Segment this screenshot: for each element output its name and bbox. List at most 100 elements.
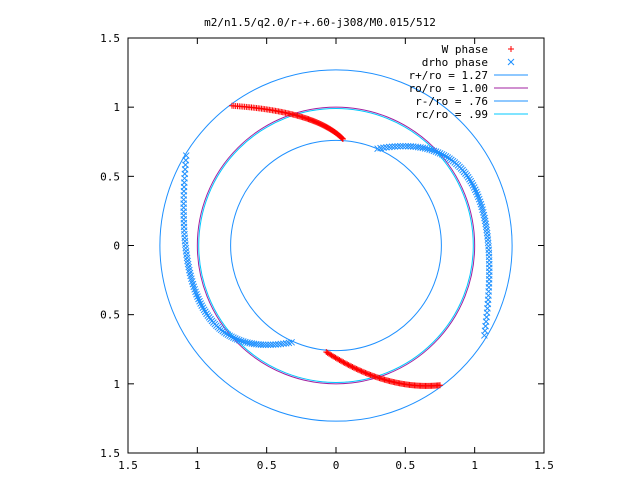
drho-phase-point	[198, 302, 206, 309]
drho-phase-point	[262, 341, 270, 349]
w-phase-point	[339, 358, 346, 365]
drho-phase-point	[436, 150, 444, 157]
w-phase-point	[363, 370, 370, 377]
w-phase-point	[344, 361, 351, 368]
drho-phase-point	[466, 175, 473, 183]
drho-phase-point	[430, 147, 438, 155]
w-phase-point	[362, 369, 369, 376]
drho-phase-point	[235, 336, 243, 344]
drho-phase-point	[396, 142, 404, 150]
w-phase-point	[339, 135, 346, 142]
w-phase-point	[339, 135, 346, 142]
drho-phase-point	[440, 151, 448, 159]
drho-phase-point	[242, 338, 249, 346]
drho-phase-point	[200, 306, 208, 314]
drho-phase-point	[428, 146, 436, 154]
w-phase-point	[336, 357, 343, 364]
radius-circle	[196, 106, 476, 385]
drho-phase-point	[288, 338, 295, 346]
drho-phase-point	[391, 143, 399, 150]
drho-phase-point	[277, 340, 285, 348]
drho-phase-point	[426, 146, 433, 153]
w-phase-point	[346, 362, 353, 369]
legend-label: W phase	[442, 43, 488, 56]
drho-phase-point	[228, 333, 235, 341]
drho-phase-point	[469, 182, 477, 189]
legend-label: r+/ro = 1.27	[409, 69, 488, 82]
legend-swatch-cross	[507, 58, 515, 66]
x-tick-label: 1	[194, 459, 201, 472]
w-phase-point	[340, 359, 347, 366]
drho-phase-point	[269, 341, 277, 349]
drho-phase-point	[259, 341, 267, 349]
w-phase-point	[337, 357, 344, 364]
phase-points	[180, 102, 493, 389]
drho-phase-point	[199, 304, 207, 312]
drho-phase-point	[226, 332, 234, 340]
drho-phase-point	[385, 143, 393, 151]
w-phase-point	[364, 370, 371, 377]
w-phase-point	[349, 364, 356, 371]
x-axis: 1.5 1 0.5 0 0.5 1 1.5	[118, 38, 554, 472]
chart-title: m2/n1.5/q2.0/r-+.60-j308/M0.015/512	[204, 16, 436, 29]
y-tick-label: 1.5	[100, 32, 120, 45]
x-tick-label: 1	[471, 459, 478, 472]
drho-phase-point	[402, 142, 409, 150]
w-phase-point	[355, 367, 362, 374]
drho-phase-point	[432, 148, 440, 156]
drho-phase-point	[280, 340, 287, 348]
reference-circles	[159, 69, 513, 422]
y-axis: 1.5 1 0.5 0 0.5 1 1.5	[100, 32, 544, 460]
drho-phase-point	[264, 341, 272, 349]
w-phase-point	[353, 365, 360, 372]
drho-phase-point	[404, 142, 412, 150]
drho-phase-point	[282, 339, 290, 347]
drho-phase-point	[424, 145, 431, 153]
w-phase-point	[341, 359, 348, 366]
drho-phase-point	[285, 339, 293, 347]
drho-phase-point	[383, 143, 390, 151]
drho-phase-point	[239, 338, 247, 345]
w-phase-point	[352, 365, 359, 372]
w-phase-point	[358, 368, 365, 375]
radius-circle	[230, 139, 442, 352]
drho-phase-point	[267, 341, 274, 349]
drho-phase-point	[442, 153, 450, 160]
y-tick-label: 1	[113, 101, 120, 114]
drho-phase-point	[231, 335, 239, 342]
w-phase-point	[361, 369, 368, 376]
drho-phase-point	[388, 143, 396, 151]
drho-phase-point	[197, 300, 204, 307]
legend-label: rc/ro = .99	[415, 108, 488, 121]
x-tick-label: 1.5	[118, 459, 138, 472]
drho-phase-point	[224, 331, 232, 338]
y-tick-label: 1	[113, 378, 120, 391]
y-tick-label: 1.5	[100, 447, 120, 460]
drho-phase-point	[399, 142, 407, 150]
y-tick-label: 0.5	[100, 309, 120, 322]
radius-circle	[198, 108, 474, 383]
y-tick-label: 0	[113, 240, 120, 253]
x-tick-label: 0.5	[395, 459, 415, 472]
drho-phase-point	[233, 335, 241, 343]
w-phase-point	[343, 360, 350, 367]
drho-phase-point	[481, 332, 488, 339]
w-phase-point	[338, 134, 345, 141]
x-tick-label: 1.5	[534, 459, 554, 472]
y-tick-label: 0.5	[100, 170, 120, 183]
legend-label: ro/ro = 1.00	[409, 82, 488, 95]
drho-phase-point	[230, 334, 237, 341]
drho-phase-point	[434, 149, 442, 156]
drho-phase-point	[394, 142, 401, 150]
drho-phase-point	[467, 177, 475, 185]
w-phase-point	[437, 382, 443, 389]
w-phase-point	[357, 367, 364, 374]
w-phase-point	[354, 366, 361, 373]
x-tick-label: 0.5	[257, 459, 277, 472]
w-phase-point	[350, 364, 357, 371]
legend-label: r-/ro = .76	[415, 95, 488, 108]
x-tick-label: 0	[333, 459, 340, 472]
legend-label: drho phase	[422, 56, 488, 69]
